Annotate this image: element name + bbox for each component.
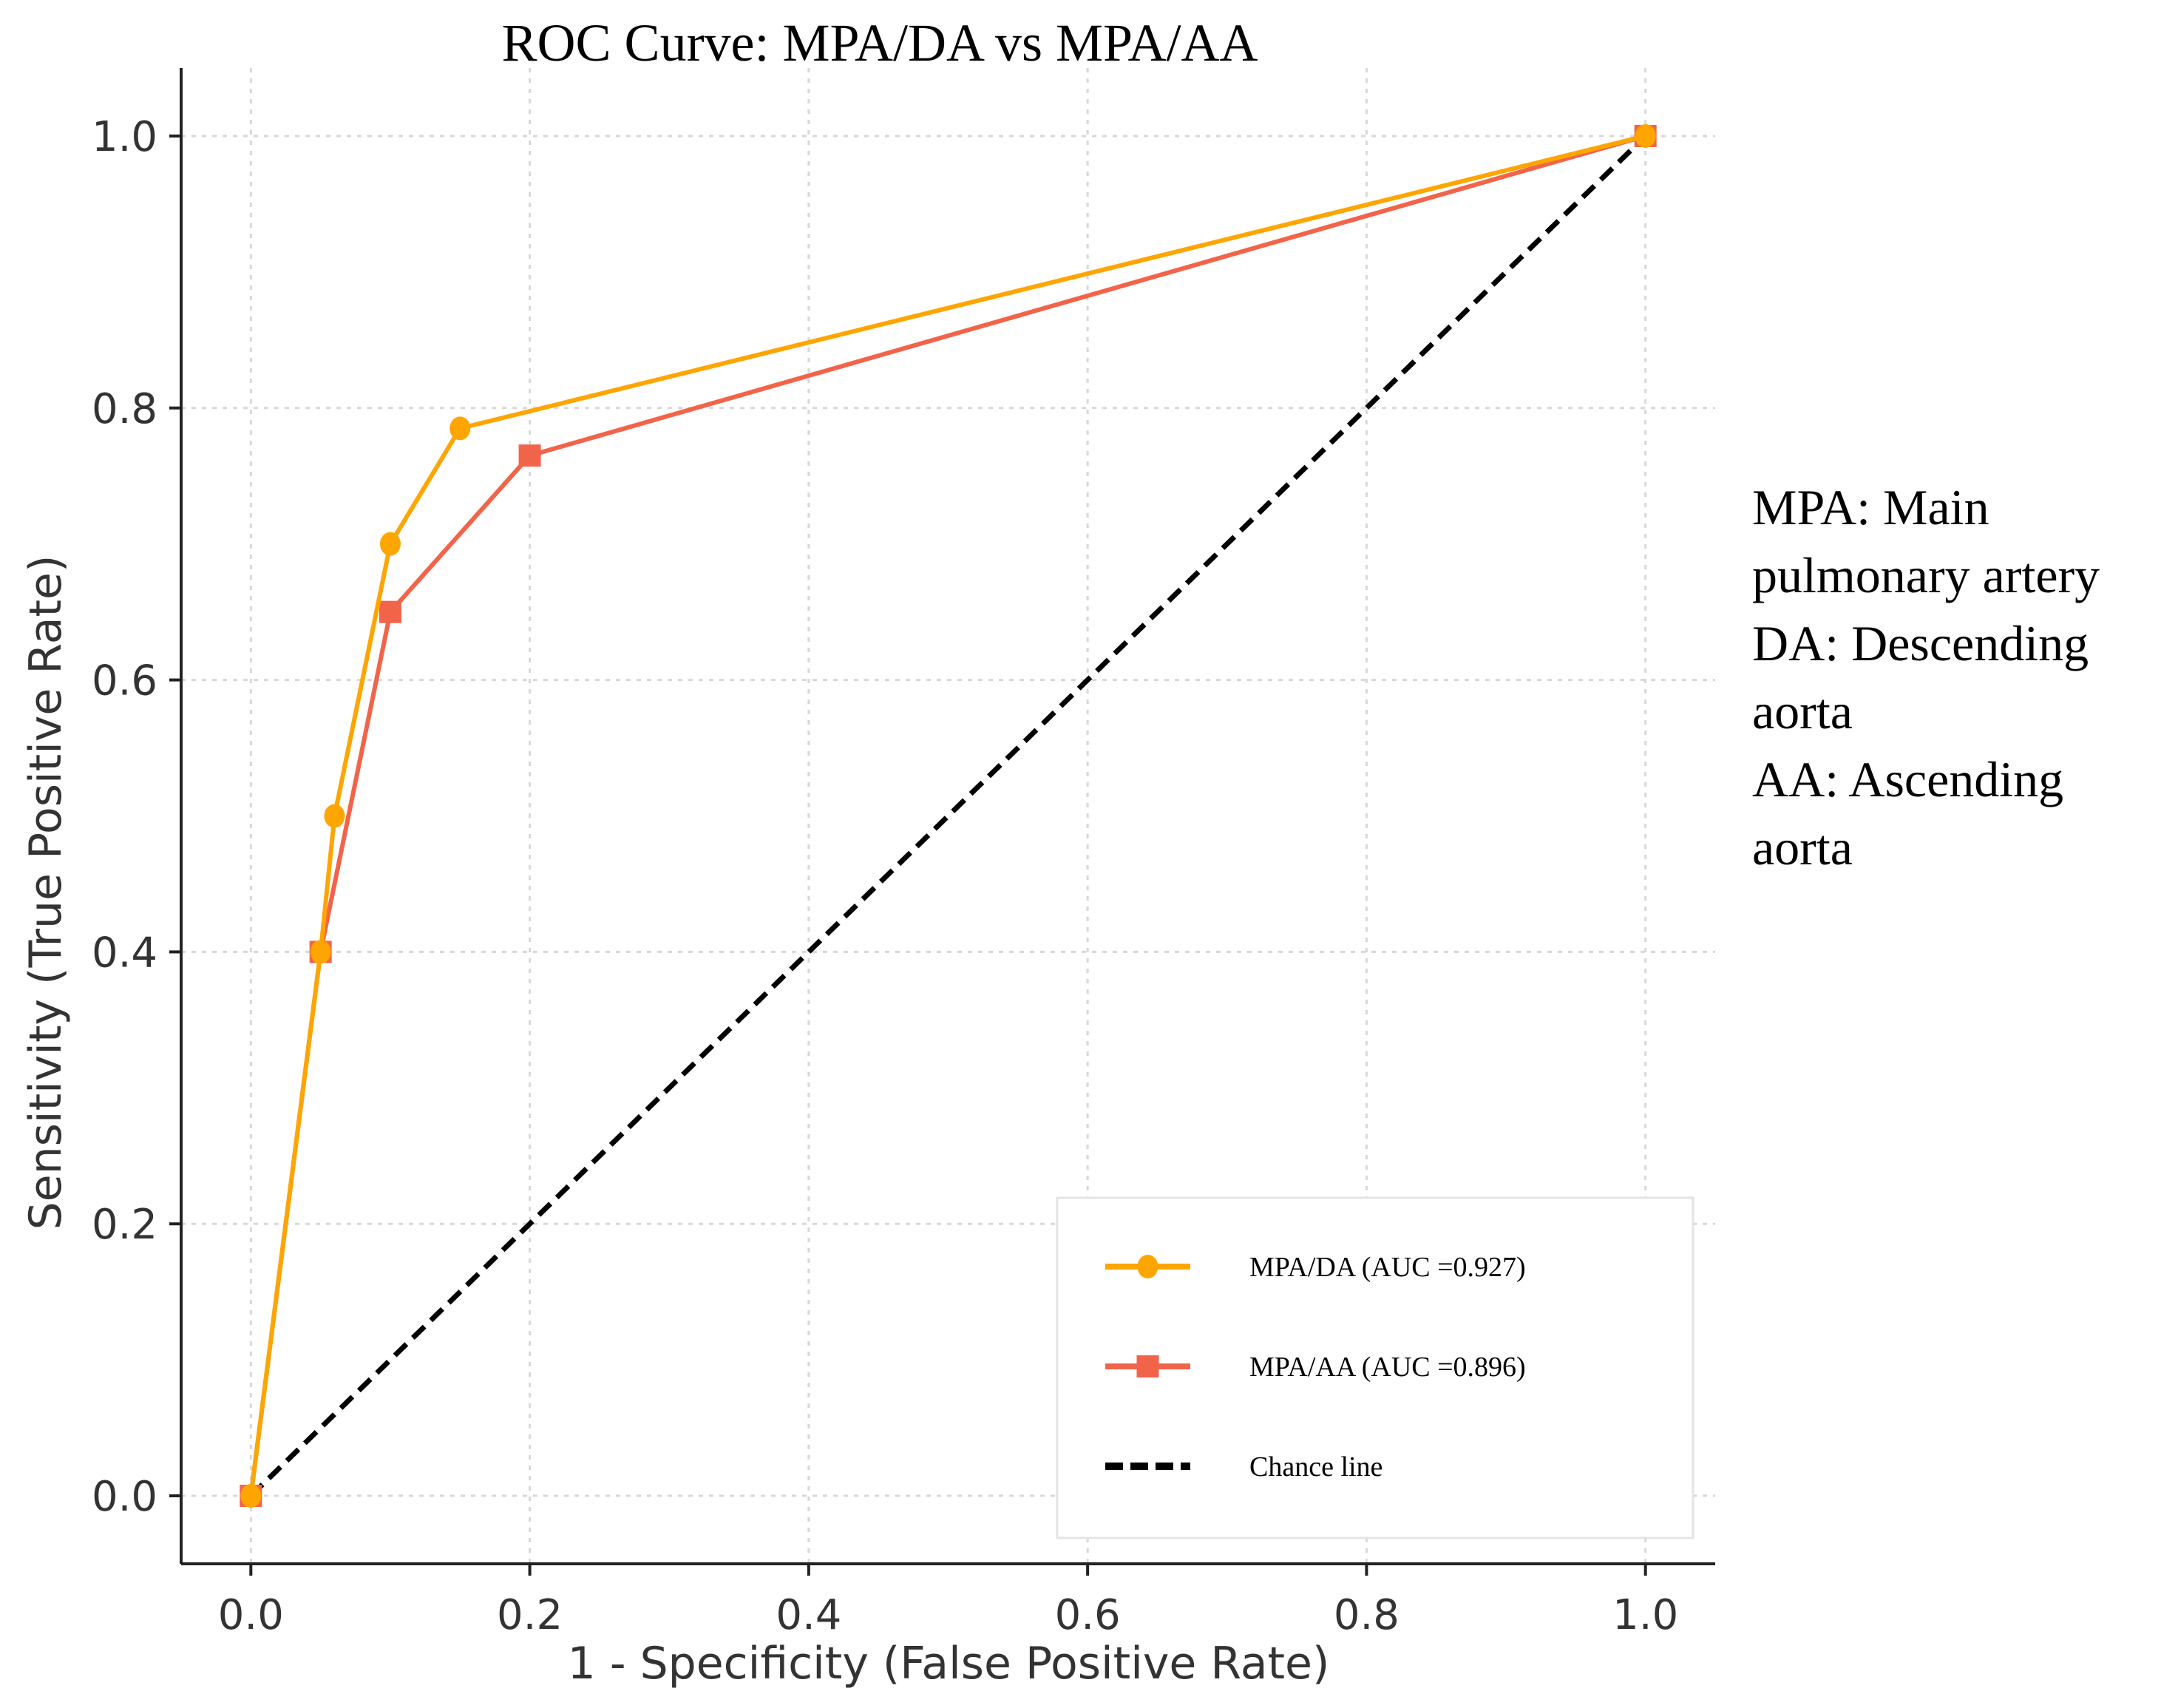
data-point: [1635, 123, 1656, 148]
note-line: AA: Ascending: [1752, 751, 2064, 807]
note-line: DA: Descending: [1752, 615, 2089, 671]
y-axis-label: Sensitivity (True Positive Rate): [20, 555, 72, 1230]
data-point: [518, 444, 541, 467]
y-tick-label: 0.4: [92, 929, 157, 977]
data-point: [240, 1484, 262, 1508]
series-line: [248, 134, 1648, 1498]
y-tick-label: 1.0: [92, 113, 157, 161]
legend-swatch-marker: [1136, 1355, 1159, 1377]
x-axis-label: 1 - Specificity (False Positive Rate): [568, 1638, 1330, 1690]
y-tick-label: 0.6: [92, 657, 157, 705]
note-line: aorta: [1752, 819, 1853, 875]
legend: MPA/DA (AUC =0.927) MPA/AA (AUC =0.896) Ch…: [1056, 1196, 1694, 1539]
x-tick-label: 0.4: [776, 1591, 841, 1639]
x-tick-label: 0.8: [1334, 1591, 1400, 1639]
y-tick-label: 0.2: [92, 1201, 157, 1249]
data-point: [449, 416, 471, 441]
abbreviation-notes: MPA: Main pulmonary artery DA: Descendin…: [1752, 473, 2166, 881]
series-line: [248, 134, 1646, 1497]
data-point: [379, 600, 401, 623]
note-line: pulmonary artery: [1752, 547, 2100, 603]
chart-title: ROC Curve: MPA/DA vs MPA/AA: [502, 13, 1258, 72]
series-mpa-da: [240, 123, 1656, 1508]
legend-label: MPA/AA (AUC =0.896): [1249, 1352, 1526, 1383]
legend-swatch-marker: [1137, 1255, 1158, 1278]
series-layer: [240, 123, 1657, 1508]
tick-labels: 0.0 0.2 0.4 0.6 0.8 1.0 0.0 0.2 0.4 0.6 0.8 1.0: [92, 113, 1678, 1639]
data-point: [324, 804, 345, 828]
y-tick-label: 0.0: [92, 1473, 157, 1521]
note-line: aorta: [1752, 683, 1853, 739]
series-chance: [248, 134, 1648, 1498]
y-tick-label: 0.8: [92, 385, 157, 433]
data-point: [379, 532, 401, 556]
note-line: MPA: Main: [1752, 479, 1989, 535]
x-tick-label: 1.0: [1612, 1591, 1678, 1639]
x-tick-label: 0.2: [497, 1591, 563, 1639]
x-tick-label: 0.0: [218, 1591, 284, 1639]
data-point: [310, 940, 331, 964]
legend-label: MPA/DA (AUC =0.927): [1249, 1252, 1526, 1283]
axes: [169, 68, 1715, 1576]
x-tick-label: 0.6: [1055, 1591, 1121, 1639]
grid: [181, 68, 1715, 1564]
legend-label: Chance line: [1249, 1451, 1383, 1482]
